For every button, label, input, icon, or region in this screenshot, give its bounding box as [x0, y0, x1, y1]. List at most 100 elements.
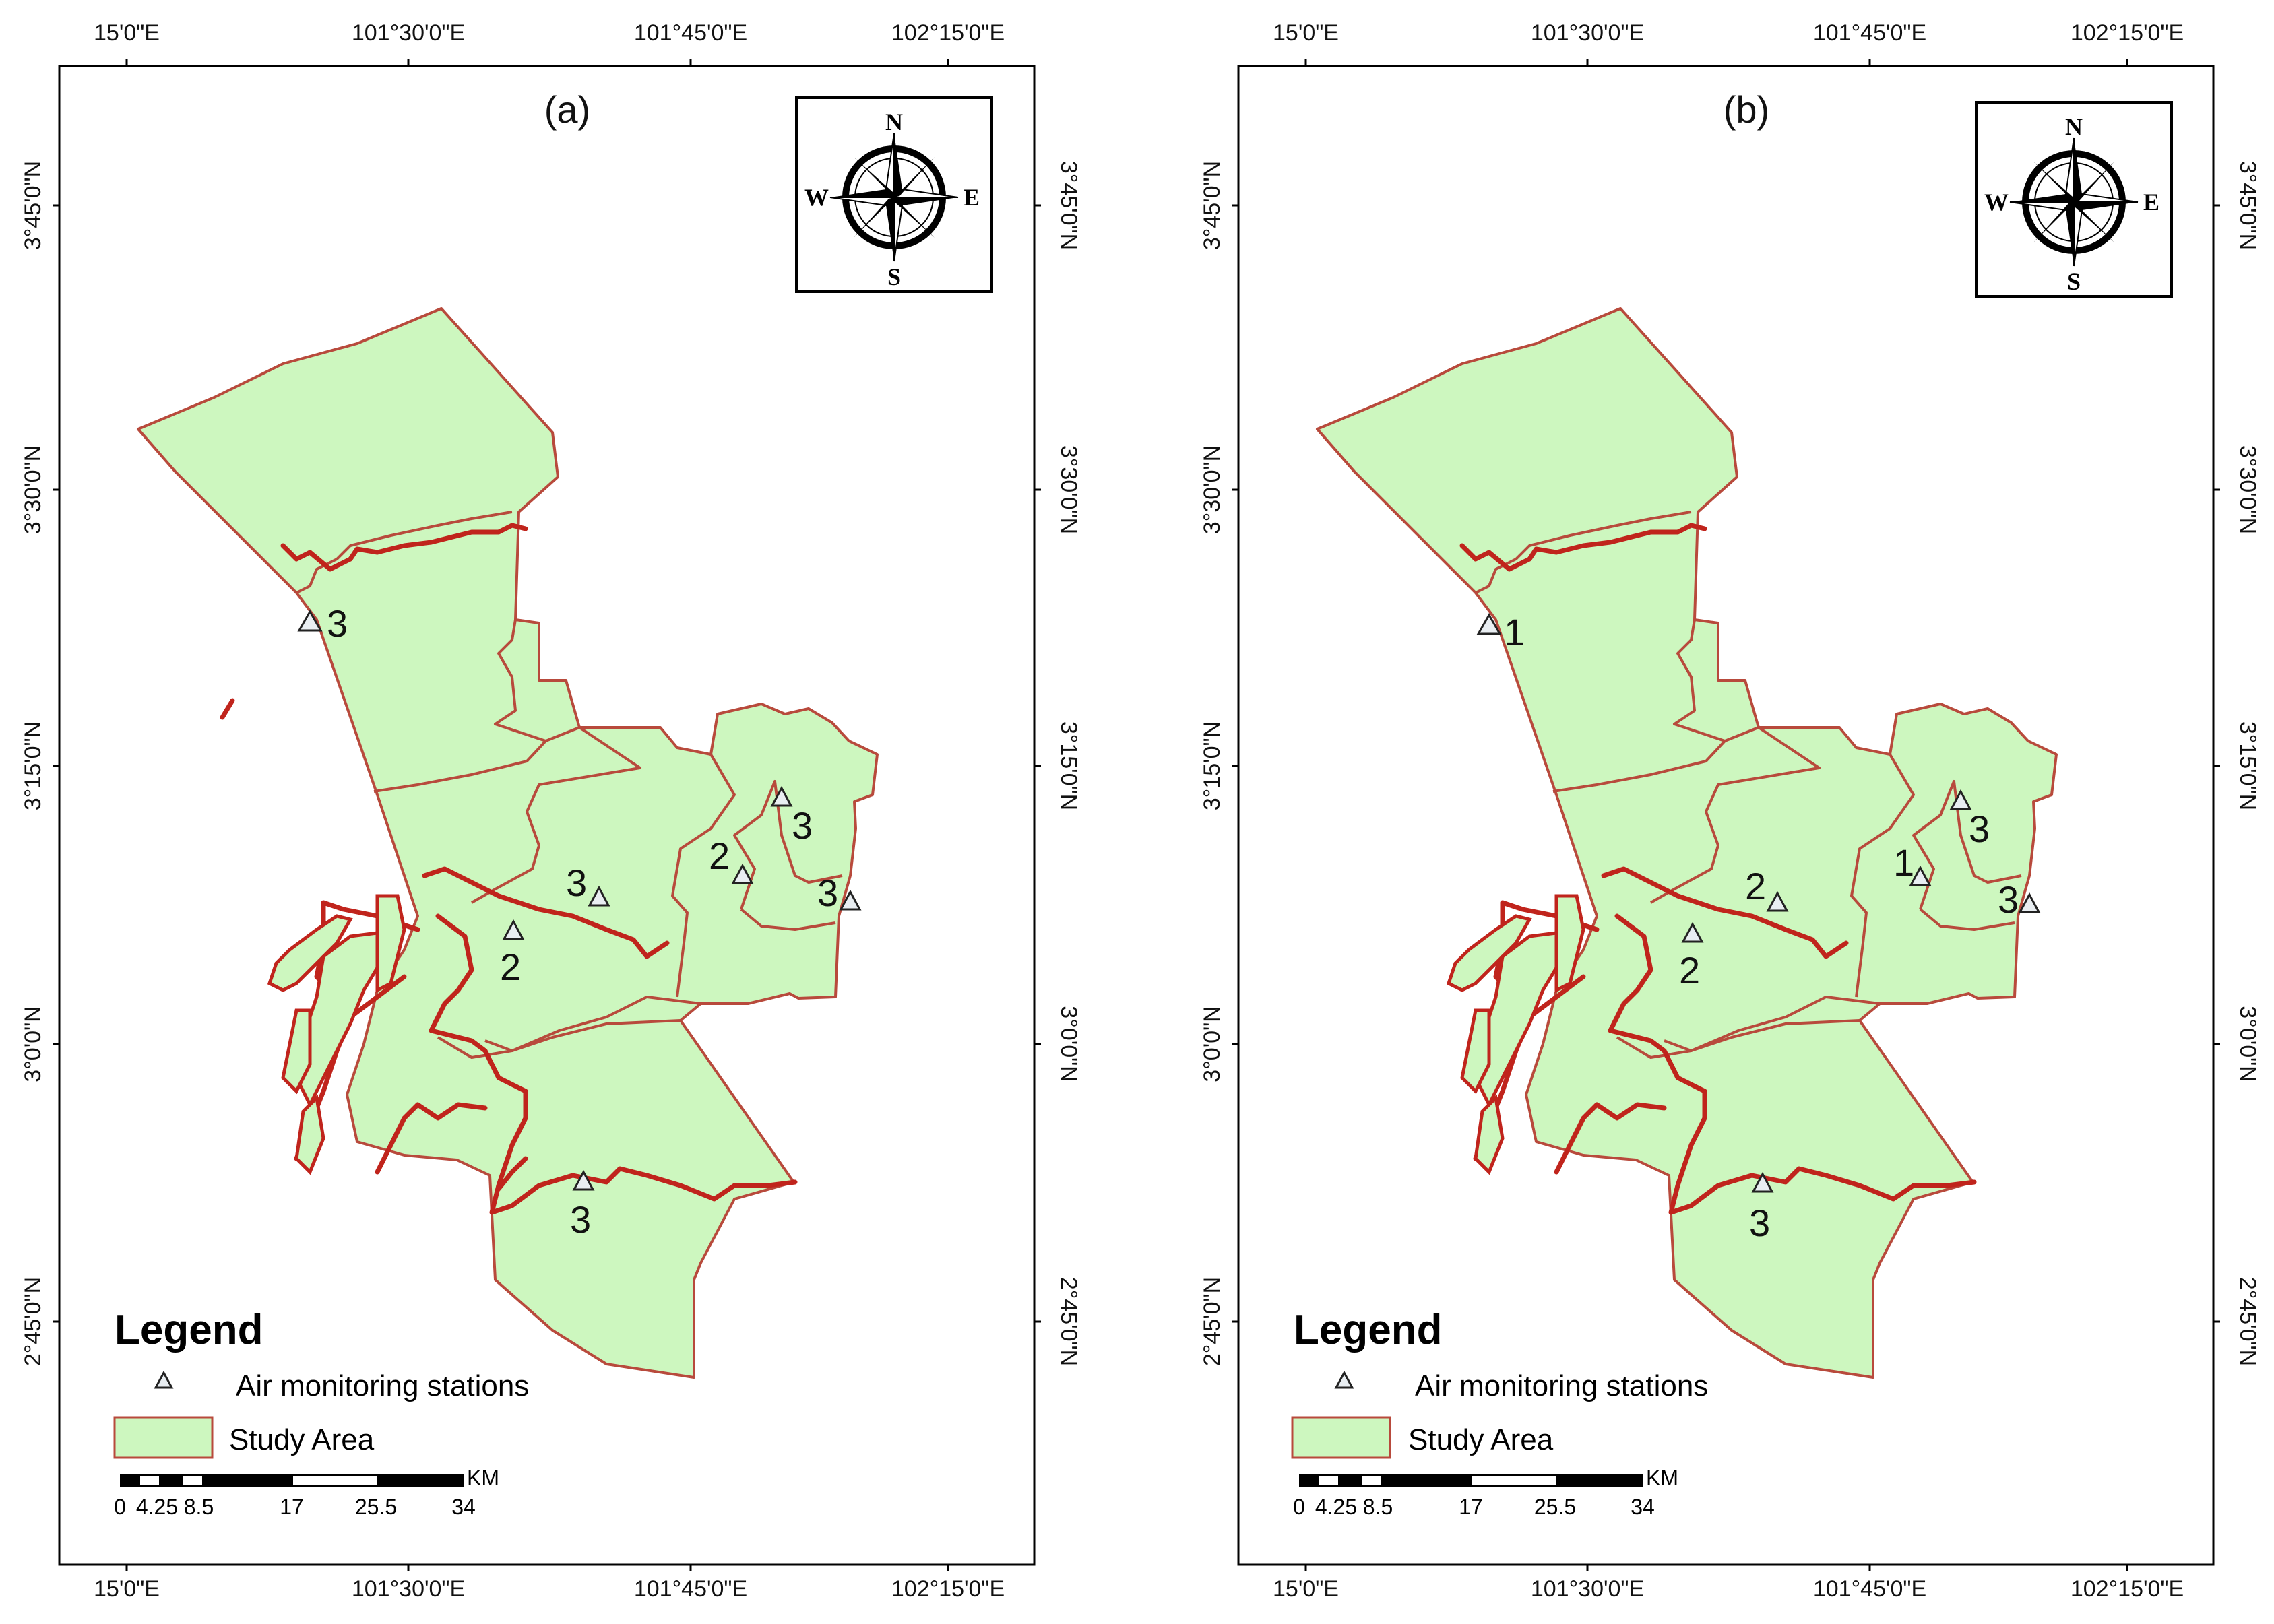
scale-label: 4.25 [136, 1495, 178, 1519]
compass-w-label: W [804, 184, 829, 211]
scale-label: 0 [1293, 1495, 1305, 1519]
map-frame [58, 65, 1036, 1566]
station-triangle-icon[interactable] [731, 863, 754, 884]
station-count-label: 3 [1749, 1202, 1770, 1244]
x-tick-label: 101°45'0"E [634, 20, 747, 46]
station-triangle-icon[interactable] [572, 1169, 595, 1191]
legend: Legend Air monitoring stations Study Are… [113, 1307, 529, 1459]
panel-label: (b) [1724, 88, 1769, 131]
x-tick-label: 102°15'0"E [891, 1576, 1005, 1602]
station-count-label: 3 [570, 1198, 591, 1241]
station-count-label: 1 [1893, 841, 1914, 884]
compass-s-label: S [887, 263, 901, 290]
panel-label: (a) [544, 88, 590, 131]
x-tick-label: 101°45'0"E [1813, 1576, 1926, 1602]
compass-rose-icon: N S E W [1975, 101, 2173, 298]
station-triangle-icon[interactable] [297, 609, 323, 632]
legend-area-swatch [113, 1416, 214, 1459]
station-count-label: 3 [1998, 878, 2019, 921]
y-tick-label: 3°45'0"N [1199, 161, 1225, 250]
compass-rose-icon: N S E W [795, 96, 993, 293]
y-tick-label: 3°15'0"N [20, 721, 46, 810]
station-triangle-icon[interactable] [839, 889, 862, 911]
station-count-label: 2 [709, 835, 730, 877]
compass-s-label: S [2067, 268, 2081, 295]
y-tick-label: 3°15'0"N [2235, 721, 2261, 810]
station-triangle-icon[interactable] [1681, 921, 1704, 943]
y-tick-label: 3°0'0"N [20, 1006, 46, 1082]
scale-label: 0 [114, 1495, 126, 1519]
station-triangle-icon[interactable] [1751, 1171, 1774, 1193]
legend-area-label: Study Area [229, 1423, 375, 1456]
legend-area-swatch [1291, 1416, 1391, 1459]
legend-title: Legend [1294, 1307, 1442, 1353]
station-count-label: 2 [500, 946, 521, 988]
station-count-label: 3 [817, 872, 838, 914]
compass-e-label: E [2143, 189, 2159, 216]
y-tick-label: 3°15'0"N [1199, 721, 1225, 810]
station-triangle-icon[interactable] [2018, 892, 2041, 913]
station-count-label: 3 [327, 602, 348, 645]
map-frame [1237, 65, 2215, 1566]
station-triangle-icon[interactable] [1766, 890, 1789, 912]
x-tick-label: 102°15'0"E [2071, 1576, 2184, 1602]
compass-n-label: N [2065, 113, 2083, 140]
scale-label: 25.5 [1534, 1495, 1576, 1519]
y-tick-label: 3°45'0"N [2235, 161, 2261, 250]
station-count-label: 3 [1969, 808, 1990, 850]
station-count-label: 3 [566, 862, 587, 904]
station-count-label: 3 [792, 804, 813, 847]
study-area-map [137, 307, 879, 1379]
scale-label: 17 [1459, 1495, 1483, 1519]
legend-station-triangle-icon [154, 1370, 174, 1389]
station-triangle-icon[interactable] [770, 785, 793, 807]
legend-station-label: Air monitoring stations [1415, 1369, 1708, 1402]
compass-n-label: N [885, 108, 903, 135]
y-tick-label: 2°45'0"N [1056, 1277, 1081, 1366]
legend-area-label: Study Area [1408, 1423, 1554, 1456]
y-tick-label: 3°45'0"N [20, 161, 46, 250]
scale-unit: KM [467, 1466, 499, 1490]
station-count-label: 2 [1679, 949, 1700, 992]
y-tick-label: 3°0'0"N [1056, 1006, 1081, 1082]
scale-label: 8.5 [184, 1495, 214, 1519]
station-triangle-icon[interactable] [1949, 789, 1972, 810]
x-tick-label: 101°30'0"E [352, 1576, 465, 1602]
scale-bar: KM 0 4.25 8.5 17 25.5 34 [1293, 1466, 1678, 1519]
station-markers: 1 3 1 2 3 2 3 [1476, 611, 2041, 1244]
station-markers: 3 3 2 3 3 2 3 [297, 602, 862, 1241]
y-tick-label: 3°30'0"N [1056, 445, 1081, 534]
station-count-label: 1 [1504, 611, 1525, 653]
legend: Legend Air monitoring stations Study Are… [1291, 1307, 1708, 1459]
station-triangle-icon[interactable] [1476, 612, 1502, 635]
compass-w-label: W [1984, 189, 2009, 216]
x-tick-label: 101°45'0"E [634, 1576, 747, 1602]
y-tick-label: 2°45'0"N [2235, 1277, 2261, 1366]
y-tick-label: 3°0'0"N [2235, 1006, 2261, 1082]
scale-label: 8.5 [1363, 1495, 1393, 1519]
scale-label: 34 [1631, 1495, 1655, 1519]
panel-b: 15'0"E 101°30'0"E 101°45'0"E 102°15'0"E … [1199, 20, 2261, 1602]
x-tick-label: 101°45'0"E [1813, 20, 1926, 46]
x-tick-label: 101°30'0"E [1531, 1576, 1644, 1602]
scale-unit: KM [1646, 1466, 1678, 1490]
x-tick-label: 15'0"E [1273, 1576, 1339, 1602]
legend-title: Legend [115, 1307, 263, 1353]
x-tick-label: 15'0"E [94, 1576, 160, 1602]
x-tick-label: 102°15'0"E [2071, 20, 2184, 46]
scale-label: 25.5 [355, 1495, 397, 1519]
station-count-label: 2 [1745, 865, 1766, 907]
y-tick-label: 3°30'0"N [1199, 445, 1225, 534]
x-tick-label: 101°30'0"E [1531, 20, 1644, 46]
y-tick-label: 3°30'0"N [2235, 445, 2261, 534]
scale-bar: KM 0 4.25 8.5 17 25.5 34 [114, 1466, 499, 1519]
y-tick-label: 2°45'0"N [20, 1277, 46, 1366]
station-triangle-icon[interactable] [502, 919, 525, 940]
x-tick-label: 15'0"E [1273, 20, 1339, 46]
scale-label: 17 [280, 1495, 304, 1519]
legend-station-triangle-icon [1334, 1370, 1354, 1389]
y-tick-label: 3°0'0"N [1199, 1006, 1225, 1082]
station-triangle-icon[interactable] [588, 885, 610, 907]
station-triangle-icon[interactable] [1909, 865, 1932, 886]
